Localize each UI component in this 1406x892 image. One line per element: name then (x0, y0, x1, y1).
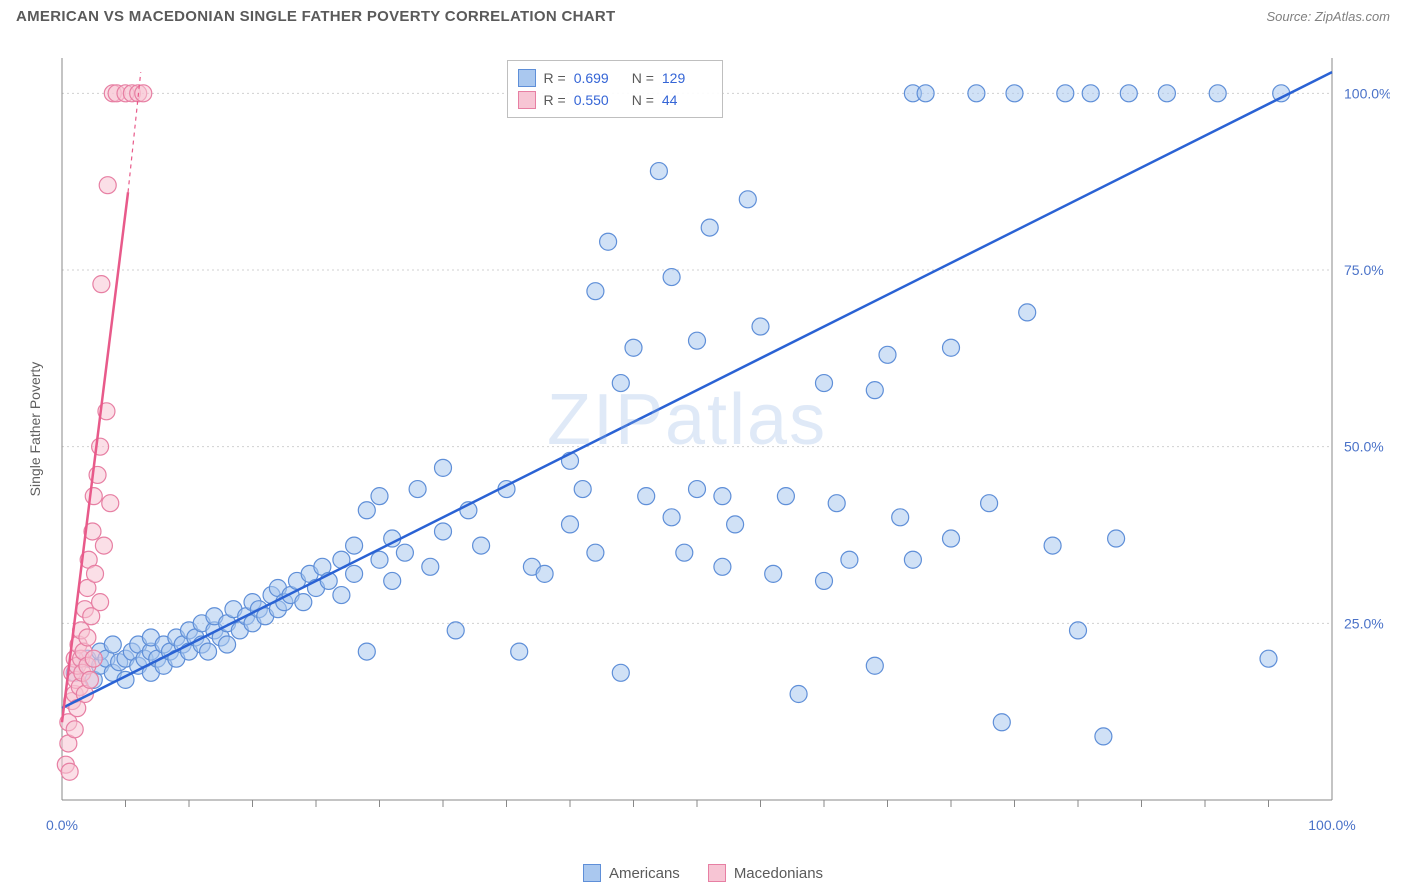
legend-r-value: 0.550 (574, 89, 624, 111)
svg-text:25.0%: 25.0% (1344, 615, 1384, 631)
legend-swatch (708, 864, 726, 882)
legend-stat-row: R = 0.699 N = 129 (518, 67, 712, 89)
legend-series-item: Americans (583, 864, 680, 882)
svg-text:50.0%: 50.0% (1344, 439, 1384, 455)
legend-n-label: N = (632, 89, 654, 111)
legend-r-label: R = (544, 89, 566, 111)
legend-swatch (518, 91, 536, 109)
chart-source: Source: ZipAtlas.com (1266, 9, 1390, 24)
svg-text:75.0%: 75.0% (1344, 262, 1384, 278)
svg-text:100.0%: 100.0% (1308, 817, 1355, 833)
legend-series-label: Americans (609, 865, 680, 882)
legend-series-label: Macedonians (734, 865, 823, 882)
chart-title: AMERICAN VS MACEDONIAN SINGLE FATHER POV… (16, 8, 615, 25)
legend-series-item: Macedonians (708, 864, 823, 882)
legend-n-value: 44 (662, 89, 712, 111)
svg-text:Single Father Poverty: Single Father Poverty (27, 362, 43, 497)
legend-swatch (518, 69, 536, 87)
legend-r-value: 0.699 (574, 67, 624, 89)
legend-swatch (583, 864, 601, 882)
legend-stats: R = 0.699 N = 129 R = 0.550 N = 44 (507, 60, 723, 118)
legend-stat-row: R = 0.550 N = 44 (518, 89, 712, 111)
scatter-chart: 0.0% 100.0% 25.0% 50.0% 75.0% 100.0% Single Fa… (16, 40, 1390, 842)
chart-area: 0.0% 100.0% 25.0% 50.0% 75.0% 100.0% Single Fa… (16, 40, 1390, 842)
legend-r-label: R = (544, 67, 566, 89)
legend-n-label: N = (632, 67, 654, 89)
svg-text:100.0%: 100.0% (1344, 85, 1390, 101)
legend-series: Americans Macedonians (0, 864, 1406, 882)
legend-n-value: 129 (662, 67, 712, 89)
svg-text:0.0%: 0.0% (46, 817, 78, 833)
